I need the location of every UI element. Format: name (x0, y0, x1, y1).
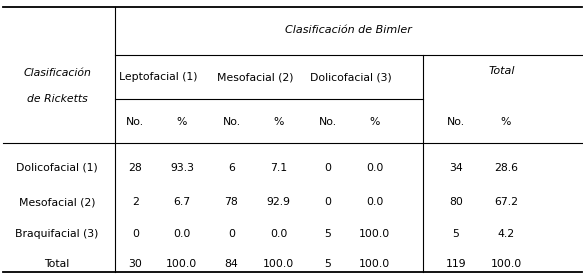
Text: 0.0: 0.0 (173, 229, 191, 239)
Text: 6: 6 (228, 163, 235, 173)
Text: 0.0: 0.0 (366, 163, 384, 173)
Text: 93.3: 93.3 (170, 163, 194, 173)
Text: 84: 84 (224, 259, 238, 269)
Text: No.: No. (222, 117, 241, 127)
Text: 0: 0 (132, 229, 139, 239)
Text: de Ricketts: de Ricketts (27, 94, 87, 104)
Text: 0: 0 (324, 197, 331, 207)
Text: 28.6: 28.6 (494, 163, 518, 173)
Text: Dolicofacial (1): Dolicofacial (1) (16, 163, 98, 173)
Text: 92.9: 92.9 (266, 197, 291, 207)
Text: Mesofacial (2): Mesofacial (2) (217, 72, 293, 82)
Text: 100.0: 100.0 (263, 259, 294, 269)
Text: 119: 119 (445, 259, 466, 269)
Text: Leptofacial (1): Leptofacial (1) (120, 72, 198, 82)
Text: 78: 78 (224, 197, 238, 207)
Text: 4.2: 4.2 (497, 229, 515, 239)
Text: Braquifacial (3): Braquifacial (3) (15, 229, 99, 239)
Text: 100.0: 100.0 (166, 259, 198, 269)
Text: 100.0: 100.0 (359, 229, 391, 239)
Text: %: % (177, 117, 187, 127)
Text: 0.0: 0.0 (366, 197, 384, 207)
Text: No.: No. (126, 117, 145, 127)
Text: %: % (273, 117, 284, 127)
Text: 0.0: 0.0 (270, 229, 287, 239)
Text: 5: 5 (324, 229, 331, 239)
Text: 7.1: 7.1 (270, 163, 287, 173)
Text: Clasificación de Bimler: Clasificación de Bimler (285, 25, 412, 35)
Text: %: % (501, 117, 511, 127)
Text: 67.2: 67.2 (494, 197, 518, 207)
Text: 5: 5 (452, 229, 459, 239)
Text: 5: 5 (324, 259, 331, 269)
Text: Clasificación: Clasificación (23, 68, 91, 78)
Text: 2: 2 (132, 197, 139, 207)
Text: 30: 30 (128, 259, 142, 269)
Text: No.: No. (447, 117, 465, 127)
Text: 28: 28 (128, 163, 142, 173)
Text: 0: 0 (324, 163, 331, 173)
Text: 80: 80 (449, 197, 463, 207)
Text: Mesofacial (2): Mesofacial (2) (19, 197, 96, 207)
Text: Total: Total (489, 67, 515, 76)
Text: 0: 0 (228, 229, 235, 239)
Text: %: % (370, 117, 380, 127)
Text: 100.0: 100.0 (490, 259, 522, 269)
Text: Total: Total (44, 259, 70, 269)
Text: 34: 34 (449, 163, 463, 173)
Text: No.: No. (318, 117, 337, 127)
Text: Dolicofacial (3): Dolicofacial (3) (310, 72, 392, 82)
Text: 100.0: 100.0 (359, 259, 391, 269)
Text: 6.7: 6.7 (173, 197, 191, 207)
